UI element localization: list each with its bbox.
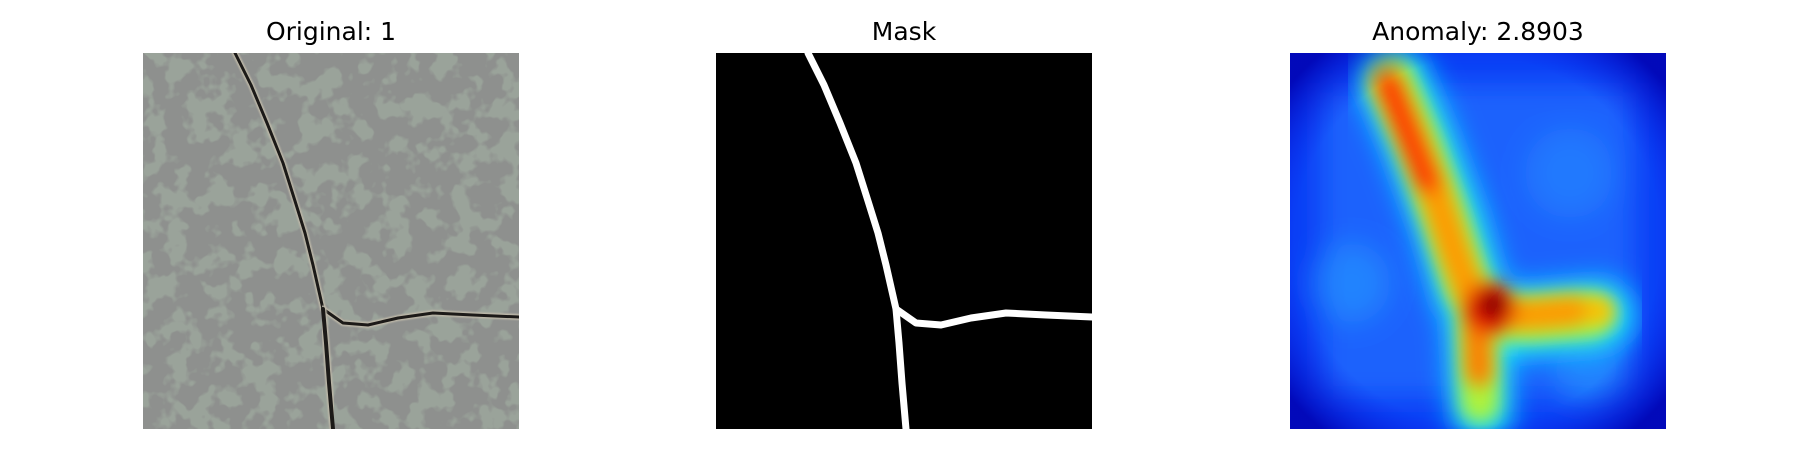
anomaly-title: Anomaly: 2.8903 [1372, 17, 1584, 46]
mask-image [716, 53, 1092, 429]
original-panel: Original: 1 [121, 0, 541, 450]
original-image [143, 53, 519, 429]
original-title: Original: 1 [265, 17, 397, 46]
mask-panel: Mask [694, 0, 1114, 450]
anomaly-panel: Anomaly: 2.8903 [1268, 0, 1688, 450]
mask-title: Mask [871, 17, 937, 46]
anomaly-heatmap [1290, 53, 1666, 429]
